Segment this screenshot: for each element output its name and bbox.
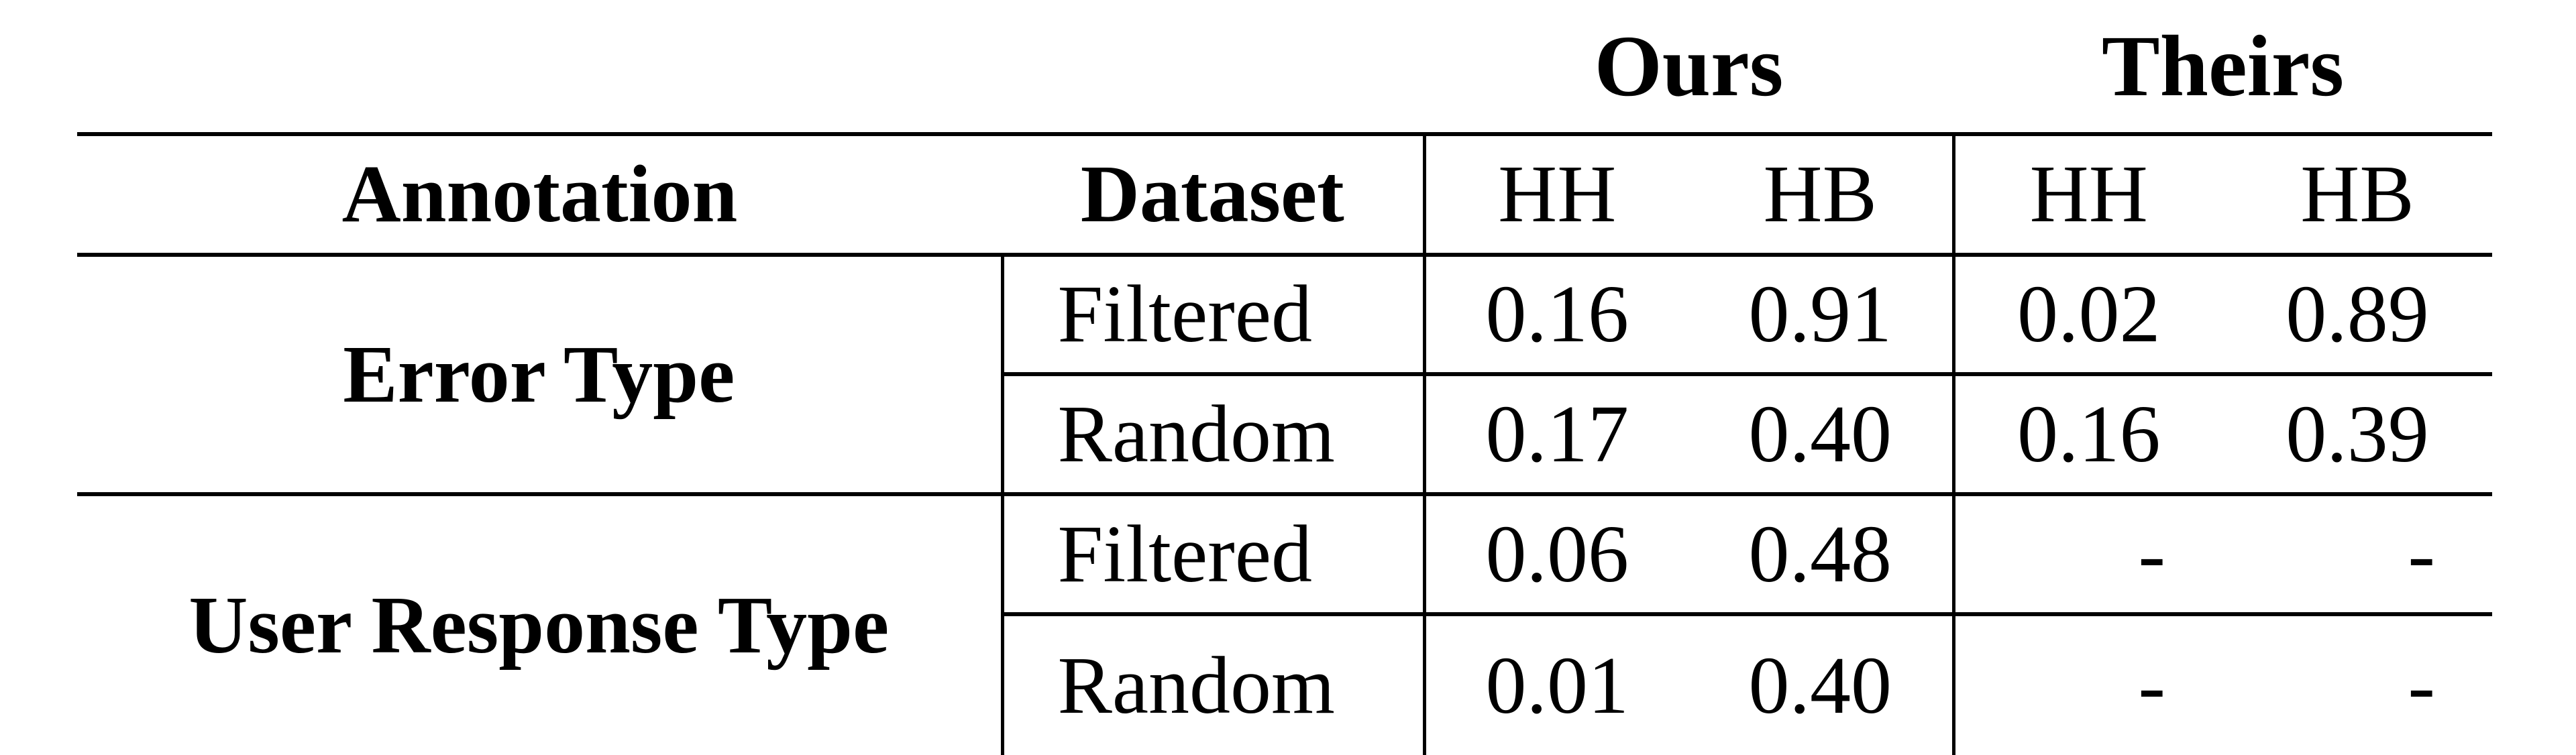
ours-group-header: Ours bbox=[1594, 17, 1784, 115]
column-header-row: Annotation Dataset HH HB HH HB bbox=[77, 132, 2492, 255]
row-error-type-filtered: Error Type Filtered 0.16 0.91 0.02 0.89 bbox=[77, 253, 2492, 494]
value-cell-ours-hb: 0.91 bbox=[1688, 253, 1953, 374]
value-cell-theirs-hb: 0.39 bbox=[2222, 372, 2492, 494]
value-cell-theirs-hh-missing: - bbox=[1951, 492, 2222, 614]
value-cell-theirs-hh: 0.16 bbox=[1951, 372, 2222, 494]
annotation-cell-error-type: Error Type bbox=[77, 253, 1002, 494]
corner-spacer bbox=[77, 0, 1424, 134]
row-error-type-random: Random 0.17 0.40 0.16 0.39 bbox=[77, 372, 2492, 494]
ours-hh-header: HH bbox=[1422, 132, 1688, 255]
value-cell-theirs-hb-missing: - bbox=[2222, 492, 2492, 614]
value-cell-theirs-hh: 0.02 bbox=[1951, 253, 2222, 374]
dataset-header: Dataset bbox=[1002, 132, 1424, 255]
ours-hb-header: HB bbox=[1688, 132, 1953, 255]
value-cell-ours-hh: 0.01 bbox=[1422, 612, 1688, 755]
value-cell-ours-hb: 0.40 bbox=[1688, 612, 1953, 755]
value-cell-ours-hh: 0.06 bbox=[1422, 492, 1688, 614]
value-cell-ours-hb: 0.40 bbox=[1688, 372, 1953, 494]
dataset-cell-random: Random bbox=[1000, 372, 1424, 494]
annotation-header: Annotation bbox=[77, 132, 1002, 255]
theirs-group-header: Theirs bbox=[2101, 17, 2345, 115]
annotation-cell-user-response-type: User Response Type bbox=[77, 492, 1002, 755]
dataset-cell-filtered: Filtered bbox=[1000, 492, 1424, 614]
row-user-response-random: Random 0.01 0.40 - - bbox=[77, 612, 2492, 755]
results-table: Ours Theirs Annotation Dataset HH HB HH … bbox=[77, 0, 2492, 755]
theirs-hh-header: HH bbox=[1951, 132, 2222, 255]
value-cell-theirs-hb: 0.89 bbox=[2222, 253, 2492, 374]
dataset-cell-filtered: Filtered bbox=[1000, 253, 1424, 374]
dataset-cell-random: Random bbox=[1000, 612, 1424, 755]
value-cell-ours-hh: 0.17 bbox=[1422, 372, 1688, 494]
row-user-response-filtered: User Response Type Filtered 0.06 0.48 - … bbox=[77, 492, 2492, 755]
value-cell-theirs-hh-missing: - bbox=[1951, 612, 2222, 755]
value-cell-ours-hb: 0.48 bbox=[1688, 492, 1953, 614]
value-cell-ours-hh: 0.16 bbox=[1422, 253, 1688, 374]
theirs-hb-header: HB bbox=[2222, 132, 2492, 255]
group-header-row: Ours Theirs bbox=[77, 0, 2492, 134]
value-cell-theirs-hb-missing: - bbox=[2222, 612, 2492, 755]
